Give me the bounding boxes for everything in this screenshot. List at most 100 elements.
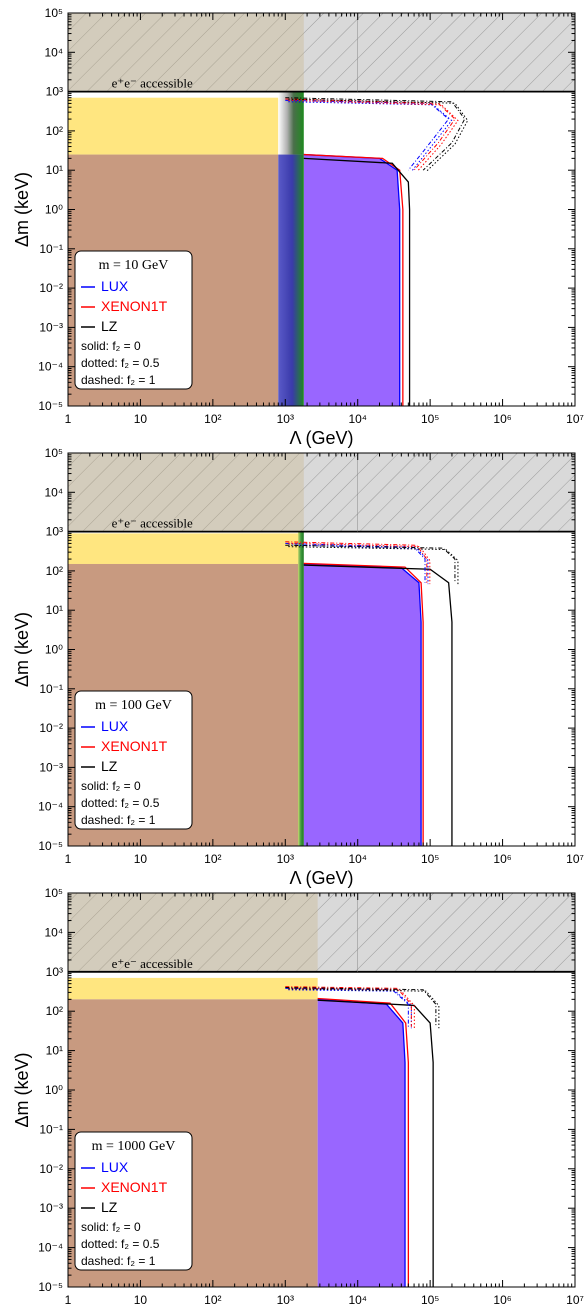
curve-dotted-xenon1t [288, 99, 459, 172]
legend-style-3: dashed: f₂ = 1 [81, 373, 156, 387]
region-accessible-tint [68, 453, 304, 532]
accessible-annotation: e⁺e⁻ accessible [112, 956, 193, 971]
x-tick-label: 10⁴ [348, 1293, 367, 1307]
region-yellow [68, 97, 279, 155]
y-tick-label: 10³ [46, 85, 63, 99]
x-tick-label: 1 [65, 412, 72, 426]
x-tick-label: 10² [204, 852, 221, 866]
y-tick-label: 10⁻⁴ [38, 360, 63, 374]
legend-title: m = 1000 GeV [92, 1139, 176, 1154]
curve-xenon1t [303, 562, 424, 846]
y-tick-label: 10⁰ [45, 203, 63, 217]
x-tick-label: 10 [134, 1293, 148, 1307]
x-tick-label: 10³ [277, 852, 294, 866]
curve-dotted-lz [288, 988, 440, 1029]
curve-dotted-lz [288, 98, 469, 172]
x-tick-label: 10⁷ [566, 1293, 584, 1307]
y-tick-label: 10⁰ [45, 1083, 63, 1097]
y-tick-label: 10⁻² [39, 1162, 63, 1176]
curve-dashed-lz [285, 544, 456, 583]
curve-dashed-lux [285, 542, 426, 583]
y-tick-label: 10² [46, 564, 63, 578]
x-axis-title: Λ (GeV) [289, 428, 353, 448]
x-tick-label: 10³ [277, 1293, 294, 1307]
y-tick-label: 10¹ [46, 603, 63, 617]
y-tick-label: 10⁰ [45, 643, 63, 657]
y-tick-label: 10¹ [46, 163, 63, 177]
y-tick-label: 10¹ [46, 1044, 63, 1058]
x-tick-label: 10 [134, 852, 148, 866]
y-tick-label: 10⁴ [44, 925, 63, 939]
y-tick-label: 10⁻⁵ [38, 399, 63, 413]
legend-title: m = 10 GeV [99, 258, 169, 273]
curve-lux [303, 563, 422, 846]
region-accessible-tint [68, 893, 318, 972]
y-tick-label: 10³ [46, 525, 63, 539]
accessible-annotation: e⁺e⁻ accessible [112, 76, 193, 91]
legend-entry-lux: LUX [101, 278, 129, 294]
y-tick-label: 10⁴ [44, 485, 63, 499]
legend-style-2: dotted: f₂ = 0.5 [81, 356, 160, 370]
region-purple [317, 999, 406, 1287]
y-axis-title: Δm (keV) [12, 1052, 32, 1127]
x-tick-label: 1 [65, 1293, 72, 1307]
curve-lz [303, 564, 453, 846]
y-tick-label: 10⁵ [45, 886, 63, 900]
y-tick-label: 10⁻² [39, 281, 63, 295]
curve-dotted-lux [288, 544, 429, 585]
x-tick-label: 1 [65, 852, 72, 866]
curve-lz [303, 157, 411, 406]
legend-entry-lz: LZ [101, 1199, 118, 1215]
y-tick-label: 10⁻¹ [39, 242, 63, 256]
legend-box [74, 690, 193, 830]
y-tick-label: 10⁵ [45, 6, 63, 20]
x-tick-label: 10⁴ [348, 852, 367, 866]
curve-xenon1t [303, 153, 404, 406]
region-accessible-hatch [68, 13, 575, 92]
x-tick-label: 10⁵ [421, 852, 439, 866]
x-tick-label: 10² [204, 412, 221, 426]
legend-box [74, 250, 193, 390]
band-lower [278, 154, 304, 406]
curve-dotted-xenon1t [288, 987, 415, 1029]
y-tick-label: 10⁻³ [39, 760, 63, 774]
curve-dotted-lz [288, 546, 459, 585]
curve-dashed-lz [285, 986, 437, 1027]
x-tick-label: 10⁷ [566, 852, 584, 866]
x-tick-label: 10⁷ [566, 412, 584, 426]
curve-lz [317, 999, 434, 1287]
legend-entry-xenon1t: XENON1T [101, 298, 168, 314]
y-axis-title: Δm (keV) [12, 172, 32, 247]
x-tick-label: 10 [134, 412, 148, 426]
legend-box [74, 1131, 193, 1271]
curve-xenon1t [317, 997, 409, 1287]
band-green [298, 531, 304, 846]
legend-style-1: solid: f₂ = 0 [81, 1220, 141, 1234]
legend-style-2: dotted: f₂ = 0.5 [81, 796, 160, 810]
y-tick-label: 10⁵ [45, 446, 63, 460]
region-accessible-tint [68, 13, 304, 92]
region-accessible-hatch [68, 453, 575, 532]
curve-dotted-lux [288, 101, 453, 172]
legend-style-1: solid: f₂ = 0 [81, 339, 141, 353]
legend-style-3: dashed: f₂ = 1 [81, 813, 156, 827]
region-accessible-hatch [68, 893, 575, 972]
y-tick-label: 10³ [46, 965, 63, 979]
chart-panel-2: 1 10 10² 10³ 10⁴ 10⁵ 10⁶ 10⁷ 10⁻⁵ 10⁻⁴ 10⁻³ 10⁻² 10⁻… [12, 446, 584, 888]
y-tick-label: 10⁻² [39, 721, 63, 735]
x-tick-label: 10⁵ [421, 412, 439, 426]
curve-dashed-xenon1t [285, 541, 428, 583]
x-tick-label: 10⁶ [493, 852, 511, 866]
x-tick-label: 10⁵ [421, 1293, 439, 1307]
region-yellow [68, 977, 318, 1000]
y-tick-label: 10⁻⁴ [38, 1241, 63, 1255]
chart-panel-1: 1 10 10² 10³ 10⁴ 10⁵ 10⁶ 10⁷ 10⁻⁵ 10⁻⁴ 10⁻³ 10⁻² 10⁻… [12, 6, 584, 448]
legend-style-2: dotted: f₂ = 0.5 [81, 1237, 160, 1251]
y-tick-label: 10⁻¹ [39, 1122, 63, 1136]
legend-title: m = 100 GeV [95, 698, 172, 713]
y-tick-label: 10² [46, 1004, 63, 1018]
legend-entry-lux: LUX [101, 1159, 129, 1175]
x-tick-label: 10⁶ [493, 412, 511, 426]
x-axis-title: Λ (GeV) [289, 868, 353, 888]
